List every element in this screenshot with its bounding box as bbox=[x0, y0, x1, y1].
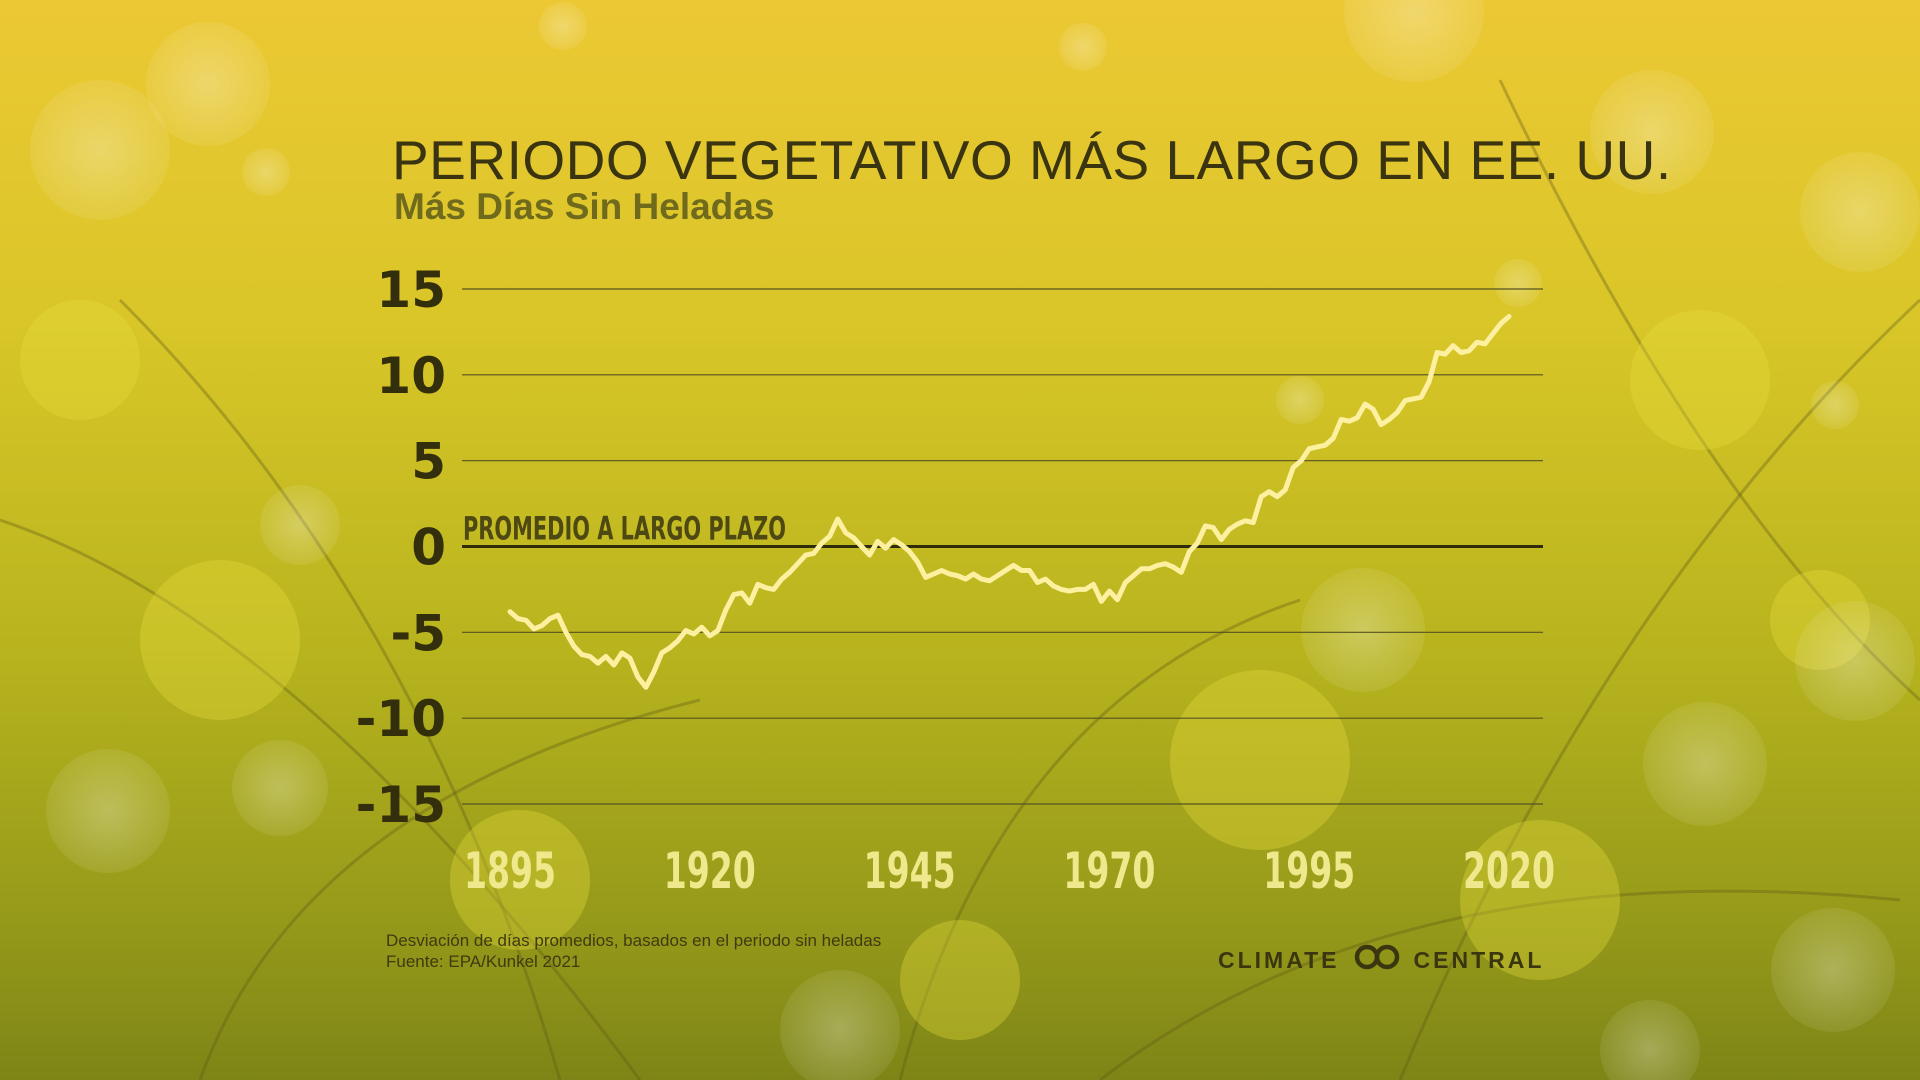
y-tick-label: 5 bbox=[411, 433, 446, 491]
series-line bbox=[507, 314, 1512, 690]
x-tick-label: 1995 bbox=[1263, 842, 1355, 900]
x-tick-label: 2020 bbox=[1463, 842, 1555, 900]
x-tick-label: 1970 bbox=[1063, 842, 1155, 900]
logo-mark-icon bbox=[1352, 944, 1402, 976]
y-tick-label: 10 bbox=[376, 347, 446, 405]
y-tick-label: 15 bbox=[376, 261, 446, 319]
climate-central-logo: CLIMATE CENTRAL bbox=[1218, 944, 1544, 976]
page-subtitle: Más Días Sin Heladas bbox=[394, 186, 775, 227]
logo-text-left: CLIMATE bbox=[1218, 946, 1340, 973]
page-title: PERIODO VEGETATIVO MÁS LARGO EN EE. UU. bbox=[392, 129, 1672, 191]
y-tick-label: -10 bbox=[356, 690, 446, 748]
x-tick-label: 1945 bbox=[864, 842, 956, 900]
footnote-source: Fuente: EPA/Kunkel 2021 bbox=[386, 952, 581, 971]
footnote-note: Desviación de días promedios, basados en… bbox=[386, 931, 882, 950]
reference-line-label: PROMEDIO A LARGO PLAZO bbox=[463, 510, 786, 548]
y-tick-label: -5 bbox=[390, 604, 446, 662]
x-tick-label: 1920 bbox=[664, 842, 756, 900]
y-tick-label: 0 bbox=[411, 519, 446, 577]
x-tick-label: 1895 bbox=[464, 842, 556, 900]
y-tick-label: -15 bbox=[356, 776, 446, 834]
logo-text-right: CENTRAL bbox=[1413, 946, 1545, 973]
